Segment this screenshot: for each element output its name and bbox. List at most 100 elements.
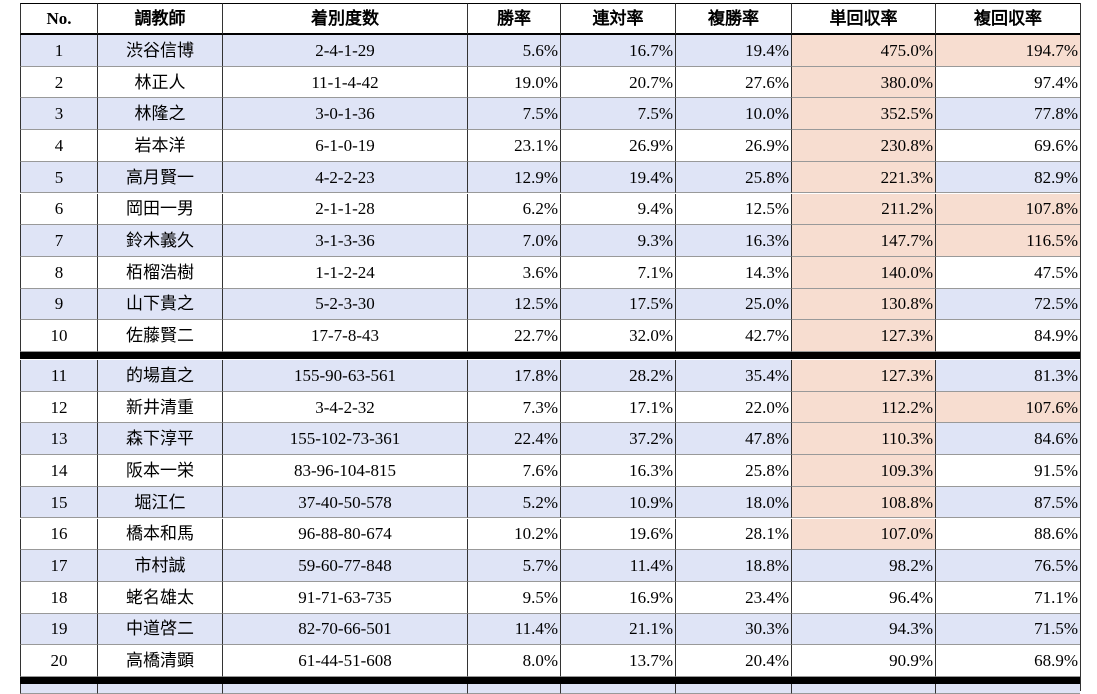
- table-cell: 82-70-66-501: [222, 613, 467, 646]
- table-cell: 森下淳平: [97, 423, 222, 456]
- table-cell: 7: [20, 225, 97, 257]
- table-cell: 18.0%: [675, 486, 791, 519]
- table-cell: 22.0%: [675, 391, 791, 424]
- table-cell: 11-1-4-42: [222, 66, 467, 99]
- table-cell: 107.6%: [935, 391, 1080, 424]
- table-cell: 112.2%: [791, 391, 935, 424]
- table-cell: 28.2%: [560, 360, 675, 392]
- separator: [20, 677, 1080, 684]
- table-cell: 堀江仁: [97, 486, 222, 519]
- table-cell: 7.0%: [467, 225, 560, 257]
- table-cell: 5.6%: [467, 35, 560, 67]
- table-cell: 10: [20, 320, 97, 352]
- table-cell: 15: [20, 486, 97, 519]
- table-cell: 88.6%: [935, 518, 1080, 551]
- table-cell: 19.4%: [675, 35, 791, 67]
- table-cell: 83-96-104-815: [222, 455, 467, 487]
- table-cell: 30.3%: [675, 613, 791, 646]
- header-cell: 勝率: [467, 3, 560, 35]
- table-cell: 25.0%: [675, 288, 791, 321]
- table-cell: 12.5%: [675, 193, 791, 226]
- table-cell: 82.9%: [935, 161, 1080, 194]
- table-cell: 11.4%: [467, 613, 560, 646]
- table-cell: 橋本和馬: [97, 518, 222, 551]
- table-cell: 高橋清顕: [97, 645, 222, 677]
- table-cell: 蛯名雄太: [97, 581, 222, 614]
- table-cell: 1-1-2-24: [222, 256, 467, 289]
- table-cell: 76.5%: [935, 550, 1080, 582]
- table-cell: 25.8%: [675, 161, 791, 194]
- table-cell: 中道啓二: [97, 613, 222, 646]
- table-cell: 9.3%: [560, 225, 675, 257]
- table-cell: 72.5%: [935, 288, 1080, 321]
- table-cell: 20: [20, 645, 97, 677]
- table-cell: 14.3%: [675, 256, 791, 289]
- table-cell: 22.4%: [467, 423, 560, 456]
- table-cell: 佐藤賢二: [97, 320, 222, 352]
- table-cell: 32.0%: [560, 320, 675, 352]
- table-cell: 13: [20, 423, 97, 456]
- table-cell: 6.2%: [467, 193, 560, 226]
- table-cell: 5.7%: [467, 550, 560, 582]
- table-cell: [935, 684, 1080, 694]
- table-cell: 19.4%: [560, 161, 675, 194]
- table-cell: 71.5%: [935, 613, 1080, 646]
- header-cell: 複回収率: [935, 3, 1080, 35]
- table-cell: 2-1-1-28: [222, 193, 467, 226]
- table-cell: 69.6%: [935, 130, 1080, 162]
- table-cell: 28.1%: [675, 518, 791, 551]
- table-cell: 8.0%: [467, 645, 560, 677]
- table-cell: 91-71-63-735: [222, 581, 467, 614]
- table-cell: 130.8%: [791, 288, 935, 321]
- table-cell: 的場直之: [97, 360, 222, 392]
- table-cell: 17.1%: [560, 391, 675, 424]
- table-cell: 26.9%: [560, 130, 675, 162]
- table-cell: 5-2-3-30: [222, 288, 467, 321]
- table-cell: [467, 684, 560, 694]
- table-cell: 27.6%: [675, 66, 791, 99]
- table-cell: 10.9%: [560, 486, 675, 519]
- table-cell: 19.0%: [467, 66, 560, 99]
- table-cell: 3.6%: [467, 256, 560, 289]
- table-cell: 37.2%: [560, 423, 675, 456]
- table-cell: 109.3%: [791, 455, 935, 487]
- table-cell: 9: [20, 288, 97, 321]
- table-cell: 35.4%: [675, 360, 791, 392]
- table-cell: 3: [20, 98, 97, 131]
- table-cell: 96.4%: [791, 581, 935, 614]
- table-cell: 94.3%: [791, 613, 935, 646]
- table-cell: 107.8%: [935, 193, 1080, 226]
- table-cell: 阪本一栄: [97, 455, 222, 487]
- table-cell: 11.4%: [560, 550, 675, 582]
- table-cell: 高月賢一: [97, 161, 222, 194]
- table-cell: 市村誠: [97, 550, 222, 582]
- table-cell: 13.7%: [560, 645, 675, 677]
- table-cell: 12: [20, 391, 97, 424]
- table-cell: 61-44-51-608: [222, 645, 467, 677]
- table-cell: 23.4%: [675, 581, 791, 614]
- table-cell: 140.0%: [791, 256, 935, 289]
- table-cell: 90.9%: [791, 645, 935, 677]
- table-cell: 3-0-1-36: [222, 98, 467, 131]
- table-cell: 7.6%: [467, 455, 560, 487]
- table-cell: 新井清重: [97, 391, 222, 424]
- table-cell: 岩本洋: [97, 130, 222, 162]
- table-cell: 25.8%: [675, 455, 791, 487]
- table-cell: 71.1%: [935, 581, 1080, 614]
- table-cell: 17: [20, 550, 97, 582]
- table-cell: [791, 684, 935, 694]
- table-cell: 2: [20, 66, 97, 99]
- table-cell: 5.2%: [467, 486, 560, 519]
- table-cell: 17.5%: [560, 288, 675, 321]
- table-cell: 20.4%: [675, 645, 791, 677]
- table-cell: 116.5%: [935, 225, 1080, 257]
- table-cell: 77.8%: [935, 98, 1080, 131]
- table-cell: 16: [20, 518, 97, 551]
- table-cell: [675, 684, 791, 694]
- table-cell: 林正人: [97, 66, 222, 99]
- table-cell: 16.9%: [560, 581, 675, 614]
- header-cell: 複勝率: [675, 3, 791, 35]
- table-cell: 37-40-50-578: [222, 486, 467, 519]
- table-cell: 12.9%: [467, 161, 560, 194]
- table-cell: 20.7%: [560, 66, 675, 99]
